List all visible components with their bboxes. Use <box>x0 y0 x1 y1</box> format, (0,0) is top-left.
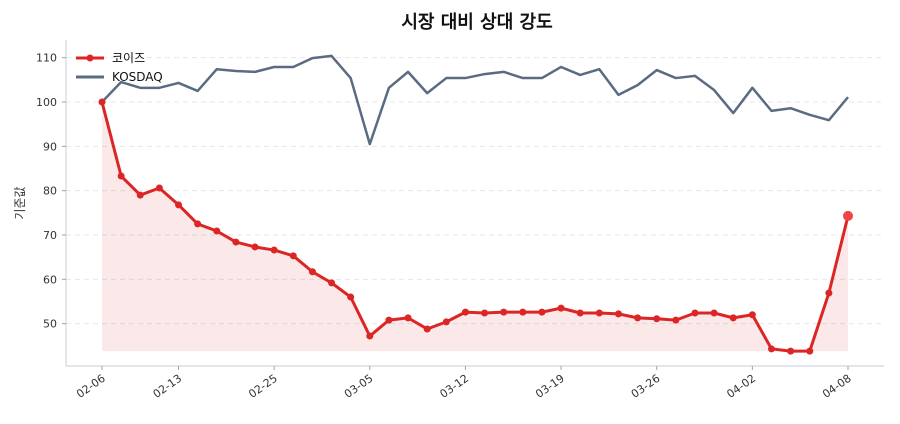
koiz-point <box>308 268 316 276</box>
koiz-area-fill <box>102 102 848 352</box>
x-tick-label: 04-08 <box>820 372 854 401</box>
koiz-point <box>710 309 718 317</box>
koiz-point <box>461 308 469 316</box>
y-axis-label: 기준값 <box>13 186 27 219</box>
koiz-point <box>653 315 661 323</box>
x-tick-label: 02-25 <box>246 372 280 401</box>
koiz-point <box>251 243 259 251</box>
koiz-point <box>538 308 546 316</box>
koiz-point <box>289 252 297 260</box>
koiz-point <box>481 309 489 317</box>
legend-label-koiz: 코이즈 <box>112 51 145 65</box>
y-tick-label: 70 <box>43 229 57 242</box>
koiz-point <box>806 347 814 355</box>
y-tick-label: 110 <box>36 52 57 65</box>
koiz-point <box>270 246 278 254</box>
koiz-point <box>614 310 622 318</box>
koiz-point <box>347 293 355 301</box>
koiz-point <box>825 289 833 297</box>
koiz-point <box>385 316 393 324</box>
x-tick-label: 03-05 <box>342 372 376 401</box>
koiz-point <box>691 309 699 317</box>
koiz-point <box>787 347 795 355</box>
y-tick-label: 90 <box>43 140 57 153</box>
koiz-point <box>328 279 336 287</box>
koiz-point <box>557 304 565 312</box>
koiz-point <box>500 308 508 316</box>
koiz-point <box>519 308 527 316</box>
x-tick-label: 04-02 <box>724 372 758 401</box>
koiz-point <box>595 309 603 317</box>
koiz-point <box>175 201 183 209</box>
y-tick-label: 100 <box>36 96 57 109</box>
koiz-point <box>423 325 431 333</box>
x-tick-label: 03-26 <box>629 372 663 401</box>
legend-marker-koiz <box>86 54 94 62</box>
koiz-point <box>442 318 450 326</box>
koiz-point <box>404 314 412 322</box>
koiz-line <box>100 101 850 353</box>
x-tick-label: 03-12 <box>438 372 472 401</box>
koiz-point <box>843 210 853 221</box>
y-tick-label: 60 <box>43 273 57 286</box>
x-tick-label: 02-13 <box>151 372 185 401</box>
koiz-point <box>634 314 642 322</box>
x-tick-label: 03-19 <box>533 372 567 401</box>
y-tick-label: 80 <box>43 185 57 198</box>
koiz-point <box>194 220 202 228</box>
koiz-point <box>98 98 106 106</box>
legend-label-kosdaq: KOSDAQ <box>112 70 163 84</box>
koiz-point <box>136 191 144 199</box>
x-tick-label: 02-06 <box>74 372 108 401</box>
koiz-point <box>767 345 775 353</box>
koiz-point <box>748 311 756 319</box>
koiz-point <box>576 309 584 317</box>
koiz-point <box>117 172 125 180</box>
koiz-point <box>672 316 680 324</box>
koiz-point <box>232 238 240 246</box>
koiz-point <box>729 314 737 322</box>
kosdaq-line <box>101 54 849 146</box>
koiz-point <box>213 227 221 235</box>
chart-title: 시장 대비 상대 강도 <box>401 12 552 33</box>
y-tick-label: 50 <box>43 318 57 331</box>
koiz-point <box>155 184 163 192</box>
legend: 코이즈 KOSDAQ <box>76 51 163 84</box>
koiz-point <box>366 332 374 340</box>
